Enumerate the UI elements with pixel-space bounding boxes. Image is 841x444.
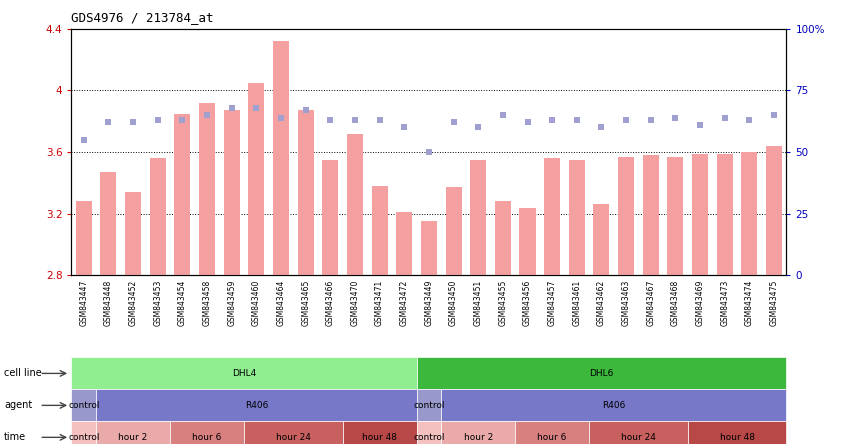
Text: GSM843471: GSM843471 [375, 279, 384, 325]
Text: GSM843460: GSM843460 [251, 279, 261, 326]
Bar [470, 160, 486, 275]
Text: hour 6: hour 6 [537, 433, 567, 442]
Bar [569, 160, 584, 275]
Text: control: control [68, 433, 99, 442]
Text: hour 48: hour 48 [362, 433, 397, 442]
Bar [96, 421, 170, 444]
Text: GSM843465: GSM843465 [301, 279, 310, 326]
Bar [199, 103, 215, 275]
Bar [742, 152, 758, 275]
Text: GSM843472: GSM843472 [399, 279, 409, 325]
Text: GSM843452: GSM843452 [129, 279, 138, 325]
Text: hour 24: hour 24 [276, 433, 311, 442]
Text: GSM843469: GSM843469 [696, 279, 705, 326]
Bar [495, 202, 510, 275]
Bar [766, 146, 782, 275]
Bar [516, 421, 590, 444]
Bar [150, 158, 166, 275]
Bar [442, 389, 786, 421]
Bar [416, 389, 442, 421]
Bar [396, 212, 412, 275]
Bar [174, 114, 190, 275]
Text: GSM843458: GSM843458 [203, 279, 212, 325]
Bar [342, 421, 416, 444]
Text: time: time [4, 432, 26, 442]
Text: GSM843451: GSM843451 [473, 279, 483, 325]
Bar [416, 421, 442, 444]
Text: GSM843467: GSM843467 [646, 279, 655, 326]
Text: hour 6: hour 6 [193, 433, 222, 442]
Bar [71, 389, 96, 421]
Bar [372, 186, 388, 275]
Text: hour 2: hour 2 [119, 433, 148, 442]
Bar [76, 202, 92, 275]
Text: GSM843459: GSM843459 [227, 279, 236, 326]
Text: GSM843473: GSM843473 [720, 279, 729, 326]
Text: GSM843474: GSM843474 [745, 279, 754, 326]
Text: GSM843468: GSM843468 [671, 279, 680, 325]
Text: GSM843455: GSM843455 [499, 279, 507, 326]
Bar [416, 357, 786, 389]
Text: GSM843454: GSM843454 [178, 279, 187, 326]
Text: hour 24: hour 24 [621, 433, 656, 442]
Bar [170, 421, 244, 444]
Bar [322, 160, 338, 275]
Bar [347, 134, 363, 275]
Text: control: control [413, 401, 445, 410]
Text: GSM843466: GSM843466 [325, 279, 335, 326]
Text: R406: R406 [602, 401, 626, 410]
Text: R406: R406 [245, 401, 268, 410]
Bar [590, 421, 688, 444]
Bar [273, 41, 289, 275]
Bar [244, 421, 342, 444]
Bar [100, 172, 116, 275]
Bar [717, 154, 733, 275]
Bar [224, 111, 240, 275]
Text: GSM843462: GSM843462 [597, 279, 606, 325]
Bar [96, 389, 416, 421]
Bar [248, 83, 264, 275]
Bar [71, 357, 416, 389]
Bar [420, 222, 437, 275]
Text: DHL4: DHL4 [232, 369, 257, 378]
Text: GSM843450: GSM843450 [449, 279, 458, 326]
Text: GSM843464: GSM843464 [277, 279, 285, 326]
Text: GSM843470: GSM843470 [351, 279, 359, 326]
Text: GSM843449: GSM843449 [425, 279, 433, 326]
Text: cell line: cell line [4, 369, 42, 378]
Text: control: control [413, 433, 445, 442]
Text: agent: agent [4, 400, 33, 410]
Text: GSM843456: GSM843456 [523, 279, 532, 326]
Text: GSM843461: GSM843461 [573, 279, 581, 325]
Text: GSM843447: GSM843447 [79, 279, 88, 326]
Bar [298, 111, 314, 275]
Text: control: control [68, 401, 99, 410]
Bar [442, 421, 516, 444]
Text: GDS4976 / 213784_at: GDS4976 / 213784_at [71, 11, 214, 24]
Bar [688, 421, 786, 444]
Bar [618, 157, 634, 275]
Bar [71, 421, 96, 444]
Text: GSM843475: GSM843475 [770, 279, 779, 326]
Bar [668, 157, 684, 275]
Bar [692, 154, 708, 275]
Bar [520, 207, 536, 275]
Bar [544, 158, 560, 275]
Text: GSM843463: GSM843463 [621, 279, 631, 326]
Text: hour 48: hour 48 [720, 433, 754, 442]
Text: hour 2: hour 2 [463, 433, 493, 442]
Bar [125, 192, 141, 275]
Text: GSM843453: GSM843453 [153, 279, 162, 326]
Text: GSM843457: GSM843457 [547, 279, 557, 326]
Text: DHL6: DHL6 [590, 369, 614, 378]
Text: GSM843448: GSM843448 [104, 279, 113, 325]
Bar [594, 204, 610, 275]
Bar [446, 187, 462, 275]
Bar [643, 155, 659, 275]
